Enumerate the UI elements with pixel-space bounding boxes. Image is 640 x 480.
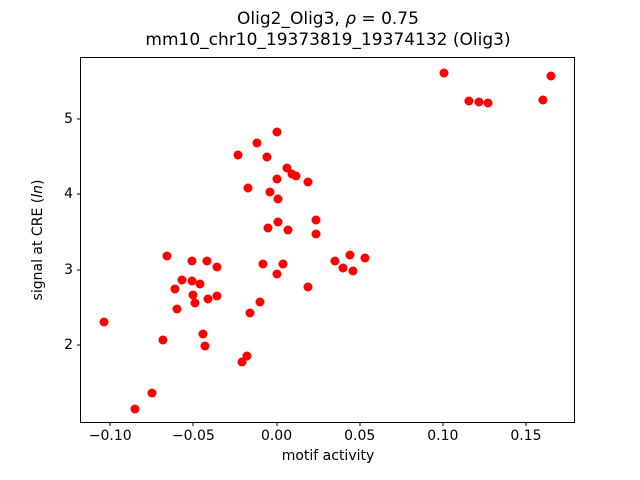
scatter-point (177, 275, 187, 285)
scatter-point (252, 138, 262, 148)
scatter-point (130, 404, 140, 414)
scatter-point (188, 290, 198, 300)
x-tick-label: −0.05 (171, 428, 215, 444)
x-tick-label: 0.00 (260, 428, 293, 444)
x-tick-label: 0.15 (510, 428, 542, 444)
x-tick-label: −0.10 (88, 428, 132, 444)
x-tick-label: 0.10 (427, 428, 459, 444)
scatter-point (330, 256, 340, 266)
y-tick-mark (77, 344, 81, 346)
x-tick-mark (192, 422, 194, 426)
scatter-point (273, 194, 283, 204)
scatter-point (546, 71, 556, 81)
scatter-point (158, 335, 168, 345)
x-tick-mark (109, 422, 111, 426)
scatter-point (243, 183, 253, 193)
scatter-point (203, 294, 213, 304)
x-tick-mark (276, 422, 278, 426)
ylabel-text-post: ) (30, 179, 46, 186)
scatter-point (265, 187, 275, 197)
scatter-point (287, 169, 296, 179)
scatter-point (311, 229, 321, 239)
scatter-point (172, 304, 182, 314)
scatter-point (272, 174, 282, 184)
x-tick-label: 0.05 (344, 428, 376, 444)
scatter-point (99, 317, 109, 327)
chart-title: Olig2_Olig3, ρ = 0.75 mm10_chr10_1937381… (80, 9, 576, 51)
scatter-point (278, 259, 288, 269)
x-axis-label: motif activity (281, 448, 375, 464)
scatter-point (190, 298, 200, 308)
scatter-point (262, 152, 272, 162)
scatter-point (282, 163, 291, 173)
scatter-point (272, 127, 282, 137)
y-tick-label: 4 (64, 186, 73, 203)
scatter-point (187, 276, 197, 286)
scatter-point (170, 284, 180, 294)
scatter-point (195, 279, 205, 289)
scatter-point (464, 96, 474, 106)
scatter-point (212, 262, 222, 272)
title-rho-symbol: ρ (345, 9, 357, 29)
y-tick-label: 2 (64, 337, 73, 354)
scatter-point (303, 282, 313, 292)
x-tick-mark (442, 422, 444, 426)
scatter-point (348, 266, 358, 276)
y-tick-label: 5 (64, 111, 73, 128)
scatter-point (345, 250, 355, 260)
x-tick-mark (525, 422, 527, 426)
scatter-point (258, 259, 268, 269)
scatter-point (273, 217, 283, 227)
scatter-point (198, 329, 208, 339)
x-tick-mark (359, 422, 361, 426)
scatter-point (360, 253, 370, 263)
scatter-point (212, 291, 222, 301)
y-tick-mark (77, 118, 81, 120)
scatter-point (538, 95, 548, 105)
y-tick-mark (77, 193, 81, 195)
scatter-point (187, 256, 197, 266)
scatter-point (162, 251, 172, 261)
scatter-point (233, 150, 243, 160)
title-line-1: Olig2_Olig3, ρ = 0.75 (80, 9, 576, 30)
scatter-point (147, 388, 157, 398)
y-tick-label: 3 (64, 261, 73, 278)
scatter-point (291, 171, 301, 181)
scatter-point (237, 357, 247, 367)
scatter-point (272, 269, 282, 279)
scatter-point (439, 68, 449, 78)
scatter-point (255, 297, 265, 307)
scatter-point (200, 341, 210, 351)
title-text-pre: Olig2_Olig3, (237, 9, 346, 29)
scatter-point (311, 215, 321, 225)
scatter-point (263, 223, 273, 233)
scatter-point (303, 177, 313, 187)
plot-area: −0.10 −0.05 0.00 0.05 0.10 0.15 2 3 4 5 (64, 57, 575, 444)
scatter-point (202, 256, 212, 266)
scatter-point (283, 225, 293, 235)
y-tick-mark (77, 269, 81, 271)
scatter-point (242, 351, 252, 361)
title-text-post: = 0.75 (356, 9, 419, 29)
scatter-point (474, 97, 484, 107)
scatter-point (245, 308, 255, 318)
scatter-point (338, 263, 348, 273)
title-line-2: mm10_chr10_19373819_19374132 (Olig3) (145, 30, 511, 50)
scatter-point (483, 98, 493, 108)
ylabel-ln-symbol: ln (30, 185, 46, 198)
y-axis-label: signal at CRE (ln) (30, 180, 46, 301)
ylabel-text-pre: signal at CRE ( (30, 197, 46, 301)
